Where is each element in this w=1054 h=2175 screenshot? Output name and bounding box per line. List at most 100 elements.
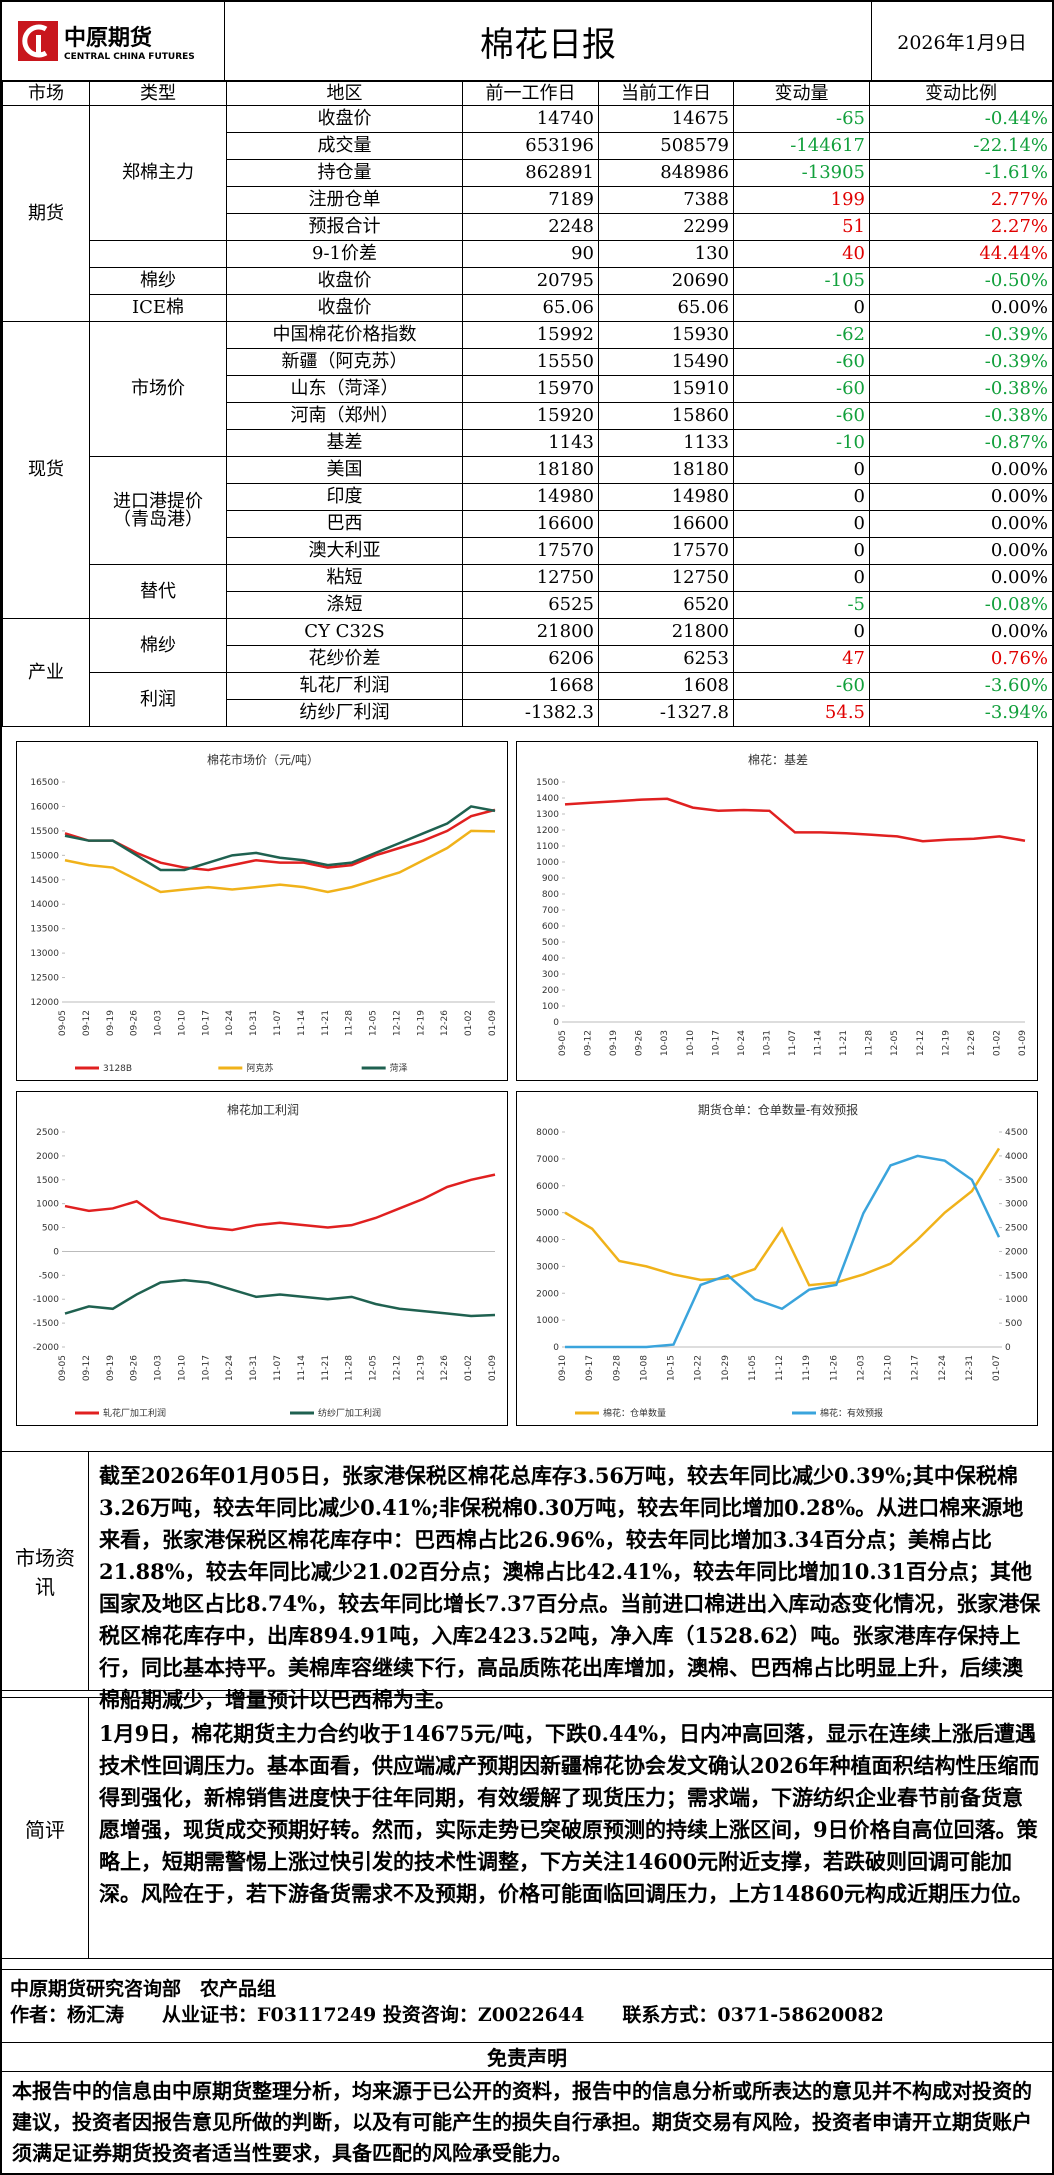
x-tick-label: 10-10: [686, 1030, 696, 1056]
item-cell: 收盘价: [226, 267, 463, 295]
value-cell: -10: [733, 429, 870, 457]
y2-tick-label: 2000: [1005, 1247, 1028, 1257]
type-label: 棉纱: [140, 634, 176, 656]
type-label: 利润: [140, 688, 176, 710]
item-cell: 收盘价: [226, 105, 463, 133]
x-tick-label: 10-22: [694, 1355, 704, 1381]
section-label: 简评: [2, 1698, 89, 1958]
x-tick-label: 09-28: [612, 1355, 622, 1381]
value-cell: 44.44%: [869, 240, 1053, 268]
value-cell: 14740: [462, 105, 599, 133]
column-header: 类型: [89, 81, 227, 106]
y-tick-label: 1300: [536, 810, 559, 820]
value-cell: 15992: [462, 321, 599, 349]
y-tick-label: 800: [542, 890, 559, 900]
x-tick-label: 10-15: [667, 1355, 677, 1381]
x-tick-label: 11-21: [321, 1355, 331, 1381]
item-cell: 基差: [226, 429, 463, 457]
y2-tick-label: 3000: [1005, 1200, 1028, 1210]
table-row: 利润 轧花厂利润 1668 1608 -60 -3.60%: [3, 672, 1053, 727]
x-tick-label: 12-19: [416, 1010, 426, 1036]
item-cell: CY C32S: [226, 618, 463, 646]
type-cell: 替代: [89, 564, 227, 619]
value-cell: 6253: [598, 645, 734, 673]
legend-label: 纺纱厂加工利润: [318, 1407, 381, 1419]
item-cell: 山东（菏泽）: [226, 375, 463, 403]
market-cell: 期货: [2, 105, 90, 322]
item-cell: 美国: [226, 456, 463, 484]
x-tick-label: 01-02: [464, 1010, 474, 1036]
x-tick-label: 01-09: [488, 1010, 498, 1036]
legend-label: 阿克苏: [246, 1062, 273, 1074]
chart: 期货仓单：仓单数量-有效预报01000200030004000500060007…: [516, 1091, 1038, 1426]
item-cell: 轧花厂利润: [226, 672, 463, 700]
value-cell: 0: [733, 294, 870, 322]
y2-tick-label: 500: [1005, 1319, 1022, 1329]
table-row: 河南（郑州） 15920 15860 -60 -0.38%: [3, 402, 1053, 430]
x-tick-label: 09-19: [106, 1010, 116, 1036]
value-cell: -0.39%: [869, 321, 1053, 349]
type-cell: [89, 240, 227, 268]
chart-title: 棉花加工利润: [227, 1102, 299, 1117]
y-tick-label: 2500: [36, 1128, 59, 1138]
item-cell: 澳大利亚: [226, 537, 463, 565]
type-cell: 进口港提价 （青岛港）: [89, 456, 227, 565]
value-cell: -0.39%: [869, 348, 1053, 376]
dept: 中原期货研究咨询部 农产品组: [10, 1978, 277, 2000]
value-cell: 15930: [598, 321, 734, 349]
y-tick-label: 200: [542, 986, 559, 996]
x-tick-label: 10-17: [201, 1355, 211, 1381]
x-tick-label: 11-21: [839, 1030, 849, 1056]
value-cell: 1133: [598, 429, 734, 457]
value-cell: 14675: [598, 105, 734, 133]
item-cell: 中国棉花价格指数: [226, 321, 463, 349]
y-tick-label: 14500: [30, 876, 59, 886]
data-table: 市场 类型 地区 前一工作日 当前工作日 变动量 变动比例 期货 郑棉主力 收盘价 14740 146…: [2, 81, 1053, 727]
value-cell: -105: [733, 267, 870, 295]
value-cell: -22.14%: [869, 132, 1053, 160]
table-row: 预报合计 2248 2299 51 2.27%: [3, 213, 1053, 241]
type-label: 进口港提价: [113, 490, 203, 512]
type-label: 郑棉主力: [122, 162, 194, 183]
y-tick-label: 1500: [36, 1176, 59, 1186]
comment: 简评 1月9日，棉花期货主力合约收于14675元/吨，下跌0.44%，日内冲高回落…: [2, 1697, 1052, 1959]
type-cell: ICE棉: [89, 294, 227, 322]
value-cell: 0.00%: [869, 537, 1053, 565]
value-cell: 12750: [462, 564, 599, 592]
item-cell: 新疆（阿克苏）: [226, 348, 463, 376]
x-tick-label: 12-26: [967, 1030, 977, 1056]
table-row: 注册仓单 7189 7388 199 2.77%: [3, 186, 1053, 214]
y-tick-label: 0: [553, 1343, 559, 1353]
x-tick-label: 01-02: [992, 1030, 1002, 1056]
chart: 棉花：基差 0 100 200 300 400 500 600 700 800 900 1000 110…: [516, 741, 1038, 1081]
x-tick-label: 10-10: [177, 1010, 187, 1036]
y-tick-label: 4000: [536, 1236, 559, 1246]
x-tick-label: 09-19: [609, 1030, 619, 1056]
table-row: 持仓量 862891 848986 -13905 -1.61%: [3, 159, 1053, 187]
value-cell: 0: [733, 618, 870, 646]
logo: 中原期货 CENTRAL CHINA FUTURES: [2, 2, 225, 80]
section-label: 市场资讯: [2, 1452, 89, 1690]
y-tick-label: 5000: [536, 1209, 559, 1219]
value-cell: -60: [733, 402, 870, 430]
legend-label: 棉花：有效预报: [820, 1407, 883, 1419]
value-cell: -3.94%: [869, 699, 1053, 727]
y-tick-label: 2000: [536, 1289, 559, 1299]
logo-icon: [18, 21, 58, 61]
legend-label: 轧花厂加工利润: [103, 1407, 166, 1419]
x-tick-label: 10-10: [177, 1355, 187, 1381]
item-cell: 预报合计: [226, 213, 463, 241]
y-tick-label: 0: [53, 1247, 59, 1257]
value-cell: 0: [733, 483, 870, 511]
table-row: 现货 市场价 中国棉花价格指数 15992 15930 -62 -0.39%: [2, 321, 1053, 619]
x-tick-label: 12-03: [856, 1355, 866, 1381]
footer: 中原期货研究咨询部 农产品组 作者：杨汇涛 从业证书：F03117249 投资咨…: [2, 1969, 1052, 2034]
series-line: [64, 808, 496, 872]
value-cell: 65.06: [598, 294, 734, 322]
x-tick-label: 11-12: [775, 1355, 785, 1381]
y2-tick-label: 0: [1005, 1343, 1011, 1353]
market-cell: 现货: [2, 321, 90, 619]
value-cell: 2.77%: [869, 186, 1053, 214]
y-tick-label: 16500: [30, 778, 59, 788]
column-header: 地区: [226, 81, 463, 106]
